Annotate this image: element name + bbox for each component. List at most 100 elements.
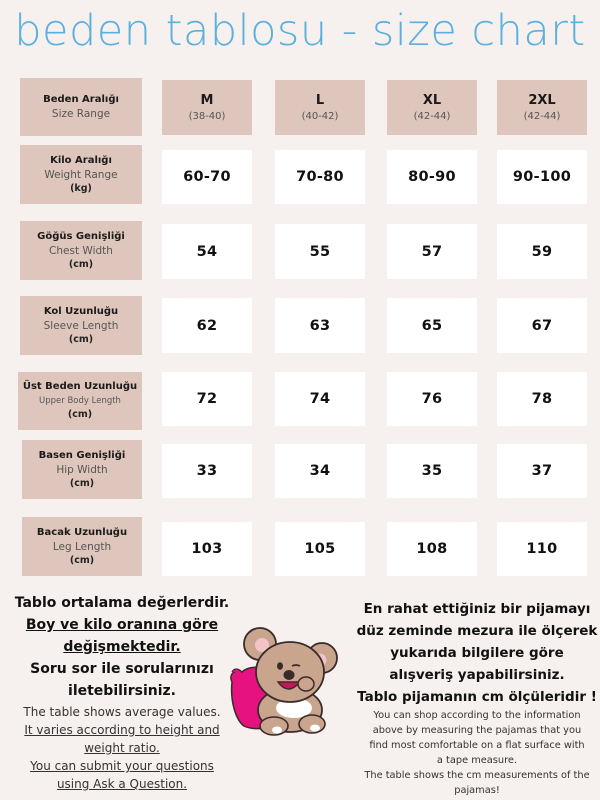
- value-text: 103: [191, 541, 223, 557]
- value-text: 37: [531, 463, 553, 479]
- value-text: 108: [416, 541, 448, 557]
- value-cell: 63: [275, 298, 365, 353]
- header-label-cell: Beden Aralığı Size Range: [20, 78, 142, 136]
- value-text: 63: [309, 317, 331, 334]
- row-label-en: Upper Body Length: [39, 396, 121, 406]
- page-title: beden tablosu - size chart: [14, 6, 586, 56]
- size-range: (40-42): [301, 110, 339, 122]
- value-cell: 62: [162, 298, 252, 353]
- value-text: 65: [421, 317, 443, 334]
- value-text: 33: [196, 463, 218, 479]
- row-label-chest: Göğüs Genişliği Chest Width (cm): [20, 221, 142, 280]
- size-range: (42-44): [523, 110, 561, 122]
- value-cell: 59: [497, 224, 587, 279]
- value-text: 35: [421, 463, 443, 479]
- note-left-tr-line: Boy ve kilo oranına göre: [25, 617, 219, 633]
- header-label-en: Size Range: [51, 108, 111, 120]
- value-cell: 55: [275, 224, 365, 279]
- row-label-unit: (cm): [68, 333, 94, 345]
- value-cell: 105: [275, 522, 365, 576]
- value-cell: 90-100: [497, 150, 587, 204]
- row-label-unit: (kg): [70, 182, 92, 194]
- value-text: 62: [196, 317, 218, 334]
- row-label-hip: Basen Genişliği Hip Width (cm): [22, 440, 142, 499]
- note-left-en-line: The table shows average values.: [23, 705, 221, 719]
- note-right-en-line: The table shows the cm measurements of t…: [364, 770, 590, 781]
- value-cell: 80-90: [387, 150, 477, 204]
- note-right-en-line: You can shop according to the informatio…: [373, 710, 581, 721]
- value-cell: 78: [497, 372, 587, 426]
- row-label-tr: Basen Genişliği: [38, 449, 126, 461]
- row-label-tr: Göğüs Genişliği: [37, 230, 125, 242]
- value-cell: 70-80: [275, 150, 365, 204]
- value-cell: 110: [497, 522, 587, 576]
- row-label-en: Weight Range: [44, 168, 118, 181]
- value-cell: 72: [162, 372, 252, 426]
- value-cell: 34: [275, 444, 365, 498]
- note-right-en-line: a tape measure.: [436, 755, 518, 766]
- row-label-tr: Bacak Uzunluğu: [36, 526, 128, 538]
- note-left-en-line: You can submit your questions: [30, 759, 214, 773]
- value-text: 78: [531, 391, 553, 407]
- value-text: 74: [309, 391, 331, 407]
- note-left-en-line: using Ask a Question.: [56, 777, 188, 791]
- header-label-tr: Beden Aralığı: [43, 94, 119, 105]
- value-text: 72: [196, 391, 218, 407]
- value-text: 54: [196, 243, 218, 260]
- value-cell: 54: [162, 224, 252, 279]
- size-name: 2XL: [528, 92, 556, 108]
- value-text: 80-90: [408, 169, 456, 185]
- note-left: Tablo ortalama değerlerdir. Boy ve kilo …: [6, 592, 238, 793]
- value-text: 70-80: [296, 169, 344, 185]
- value-cell: 108: [387, 522, 477, 576]
- value-text: 57: [421, 243, 443, 260]
- row-label-en: Leg Length: [52, 540, 112, 553]
- size-name: XL: [422, 92, 442, 108]
- value-cell: 57: [387, 224, 477, 279]
- row-label-unit: (cm): [69, 554, 95, 566]
- value-text: 60-70: [183, 169, 231, 185]
- value-cell: 67: [497, 298, 587, 353]
- value-text: 105: [304, 541, 336, 557]
- row-label-unit: (cm): [68, 258, 94, 270]
- row-label-tr: Üst Beden Uzunluğu: [22, 381, 138, 392]
- note-left-en-line: weight ratio.: [84, 741, 160, 755]
- row-label-en: Chest Width: [49, 244, 113, 257]
- koala-on-pink-pillow-icon: [230, 627, 338, 736]
- size-range: (38-40): [188, 110, 226, 122]
- row-label-tr: Kilo Aralığı: [50, 154, 112, 166]
- note-right-en-line: find most comfortable on a flat surface …: [369, 740, 585, 751]
- value-cell: 37: [497, 444, 587, 498]
- value-text: 67: [531, 317, 553, 334]
- value-text: 110: [526, 541, 558, 557]
- size-name: M: [200, 92, 214, 108]
- size-name: L: [315, 92, 325, 108]
- value-cell: 33: [162, 444, 252, 498]
- size-header-m: M (38-40): [162, 80, 252, 135]
- note-right-en-line: above by measuring the pajamas that you: [372, 725, 582, 736]
- note-right-en-line: pajamas!: [454, 785, 500, 796]
- value-cell: 35: [387, 444, 477, 498]
- value-cell: 60-70: [162, 150, 252, 204]
- row-label-en: Hip Width: [56, 463, 108, 476]
- note-left-tr-line: iletebilirsiniz.: [68, 683, 176, 699]
- row-label-upper-body: Üst Beden Uzunluğu Upper Body Length (cm…: [18, 372, 142, 430]
- value-cell: 76: [387, 372, 477, 426]
- value-cell: 103: [162, 522, 252, 576]
- size-header-2xl: 2XL (42-44): [497, 80, 587, 135]
- note-left-tr-line: Tablo ortalama değerlerdir.: [14, 595, 230, 611]
- value-text: 90-100: [512, 169, 572, 185]
- note-left-tr-line: değişmektedir.: [63, 639, 181, 655]
- value-cell: 74: [275, 372, 365, 426]
- row-label-unit: (cm): [69, 477, 95, 489]
- size-range: (42-44): [413, 110, 451, 122]
- note-right-tr-line: yukarıda bilgilere göre: [390, 645, 564, 661]
- row-label-unit: (cm): [67, 409, 93, 420]
- row-label-tr: Kol Uzunluğu: [43, 305, 119, 317]
- size-header-xl: XL (42-44): [387, 80, 477, 135]
- note-right-tr-line: En rahat ettiğiniz bir pijamayı: [363, 601, 591, 617]
- note-left-tr-line: Soru sor ile sorularınızı: [30, 661, 214, 677]
- row-label-en: Sleeve Length: [43, 319, 119, 332]
- value-text: 76: [421, 391, 443, 407]
- note-right-tr-line: alışveriş yapabilirsiniz.: [389, 667, 565, 683]
